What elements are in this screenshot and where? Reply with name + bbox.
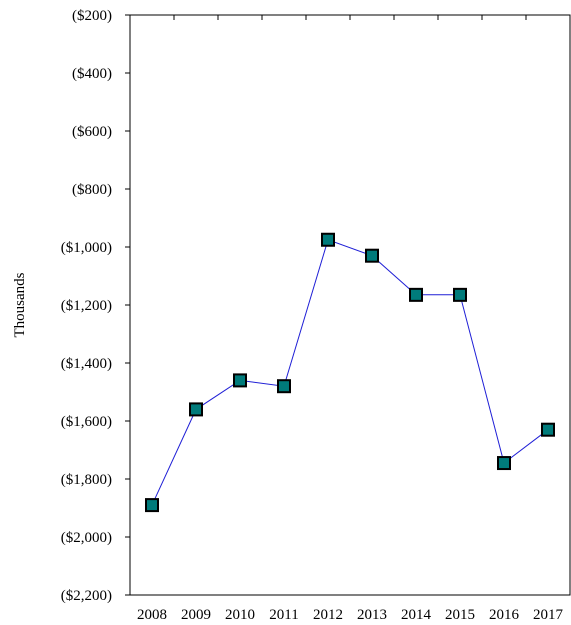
y-tick-label: ($1,200): [61, 298, 112, 314]
data-point-marker: [497, 456, 511, 471]
plot-frame: [129, 14, 571, 596]
y-axis-ticks: [125, 14, 130, 596]
x-tick-label: 2010: [225, 607, 255, 623]
y-tick-label: ($400): [72, 66, 112, 82]
x-tick-label: 2008: [137, 607, 167, 623]
x-tick-label: 2009: [181, 607, 211, 623]
data-point-marker: [233, 373, 247, 388]
x-tick-label: 2011: [269, 607, 298, 623]
y-tick-label: ($1,400): [61, 356, 112, 372]
data-point-marker: [321, 232, 335, 247]
y-tick-label: ($1,000): [61, 240, 112, 256]
series-line: [151, 239, 549, 506]
y-tick-label: ($800): [72, 182, 112, 198]
y-tick-label: ($2,200): [61, 588, 112, 604]
y-tick-label: ($1,800): [61, 472, 112, 488]
y-tick-label: ($600): [72, 124, 112, 140]
x-tick-label: 2012: [313, 607, 343, 623]
data-point-marker: [145, 498, 159, 513]
x-tick-label: 2015: [445, 607, 475, 623]
data-point-marker: [365, 248, 379, 263]
y-tick-label: ($200): [72, 8, 112, 24]
x-tick-label: 2017: [533, 607, 564, 623]
x-axis-tick-labels: 2008 2009 2010 2011 2012 2013 2014 2015 2016 2017: [137, 607, 564, 623]
y-tick-label: ($1,600): [61, 414, 112, 430]
data-point-marker: [189, 402, 203, 417]
y-axis-title: Thousands: [12, 272, 28, 337]
x-tick-label: 2013: [357, 607, 387, 623]
x-axis-ticks: [173, 15, 527, 20]
x-tick-label: 2016: [489, 607, 520, 623]
data-point-marker: [453, 287, 467, 302]
data-point-marker: [409, 287, 423, 302]
series-markers: [145, 232, 555, 513]
data-point-marker: [277, 379, 291, 394]
y-tick-label: ($2,000): [61, 530, 112, 546]
data-point-marker: [541, 422, 555, 437]
x-tick-label: 2014: [401, 607, 432, 623]
y-axis-tick-labels: ($200) ($400) ($600) ($800) ($1,000) ($1,200)…: [61, 8, 112, 604]
